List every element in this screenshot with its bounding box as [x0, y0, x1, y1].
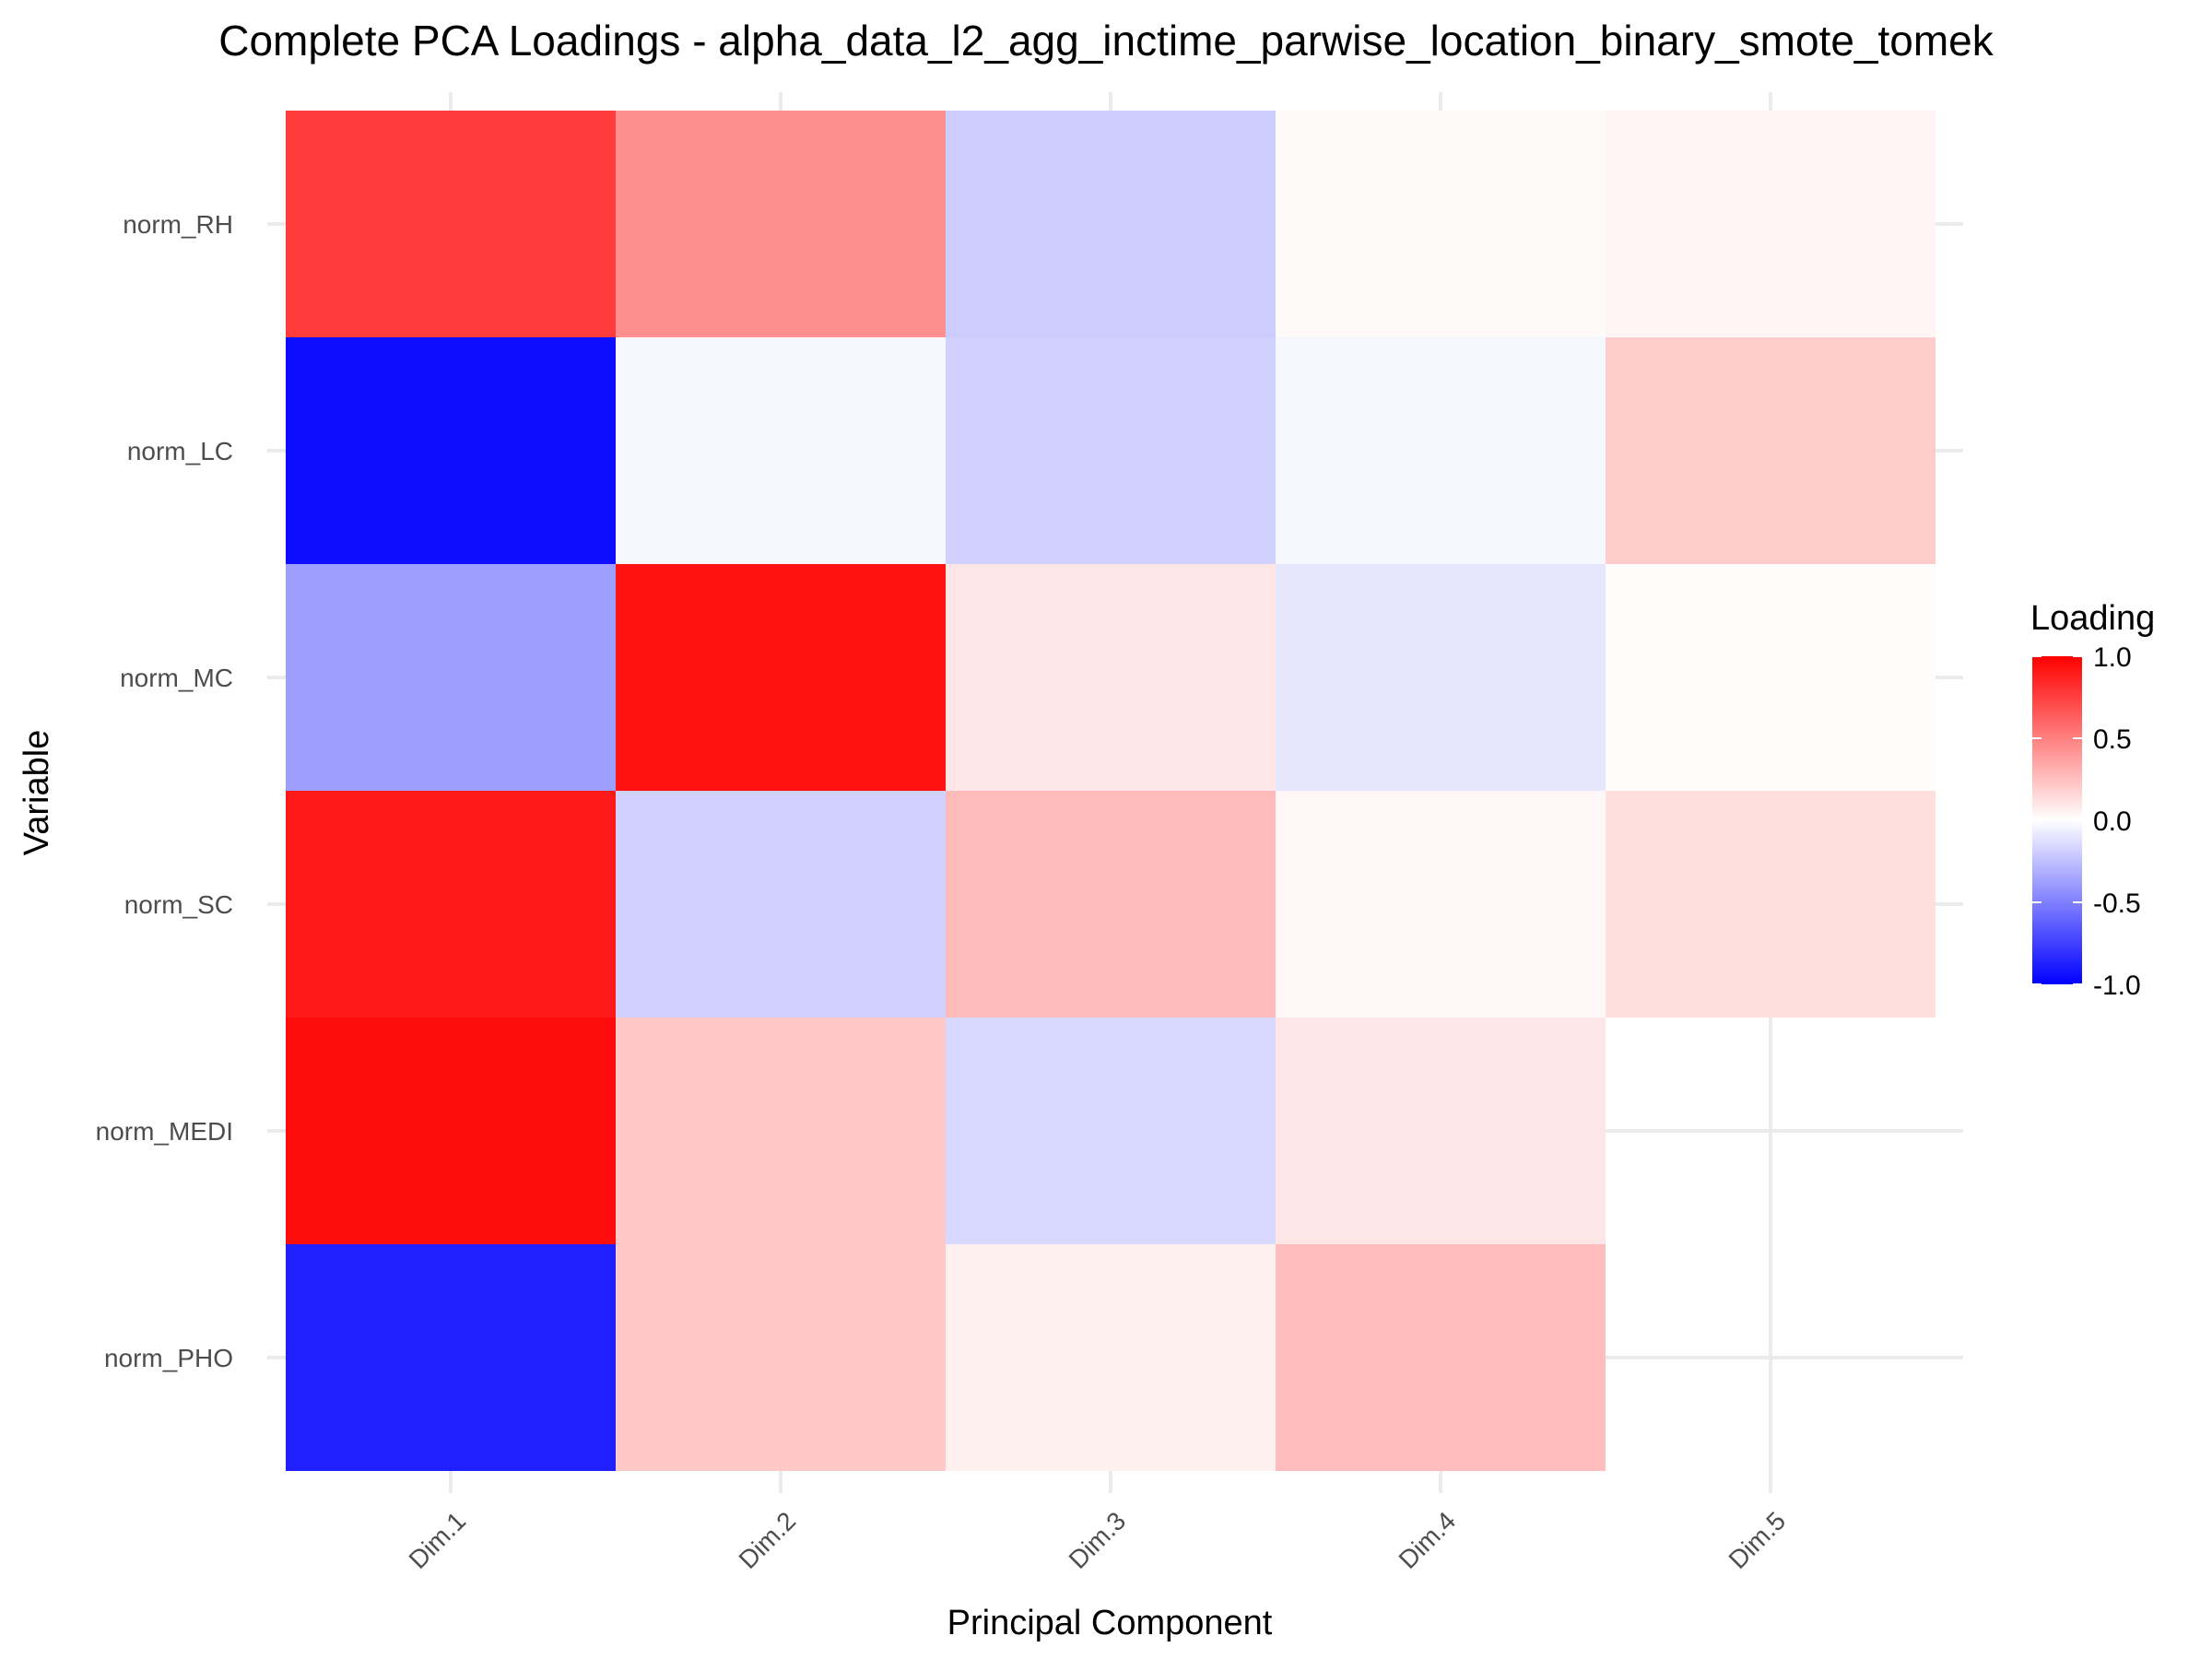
x-tick-label: Dim.5 — [1724, 1506, 1792, 1574]
heatmap-cell — [286, 1244, 616, 1471]
legend-tick-label: 1.0 — [2093, 642, 2132, 673]
x-axis-title: Principal Component — [947, 1604, 1273, 1642]
heatmap-cell — [286, 1018, 616, 1244]
y-tick-label: norm_LC — [127, 437, 233, 465]
heatmap-cell — [1606, 791, 1936, 1018]
y-tick-label: norm_MC — [120, 664, 233, 692]
y-axis-title: Variable — [18, 730, 56, 856]
x-tick-label: Dim.1 — [404, 1506, 472, 1574]
heatmap-cell — [616, 791, 946, 1018]
heatmap-cell — [286, 564, 616, 791]
x-tick-label: Dim.2 — [734, 1506, 802, 1574]
heatmap-cell — [616, 111, 946, 337]
heatmap-cell — [286, 337, 616, 564]
legend-tick-label: -0.5 — [2093, 888, 2141, 919]
heatmap-cell — [286, 791, 616, 1018]
heatmap-cell — [286, 111, 616, 337]
heatmap-cell — [946, 564, 1276, 791]
heatmap-cell — [616, 337, 946, 564]
heatmap-cell — [616, 1018, 946, 1244]
heatmap-cell — [1606, 337, 1936, 564]
x-axis-ticks: Dim.1 Dim.2 Dim.3 Dim.4 Dim.5 — [404, 1506, 1792, 1574]
x-tick-label: Dim.4 — [1394, 1506, 1462, 1574]
heatmap-cell — [616, 1244, 946, 1471]
heatmap-cell — [1276, 111, 1606, 337]
legend-tick-label: 0.5 — [2093, 724, 2132, 755]
heatmap-cell — [946, 1018, 1276, 1244]
heatmap-cell — [1276, 1244, 1606, 1471]
heatmap-cell — [1276, 1018, 1606, 1244]
heatmap-cells — [286, 111, 1936, 1471]
heatmap-cell — [946, 791, 1276, 1018]
legend-ticks: 1.0 0.5 0.0 -0.5 -1.0 — [2032, 642, 2141, 1001]
heatmap-cell — [1606, 111, 1936, 337]
y-axis-ticks: norm_RH norm_LC norm_MC norm_SC norm_MEDInor… — [96, 210, 233, 1372]
x-tick-label: Dim.3 — [1064, 1506, 1132, 1574]
heatmap-cell — [616, 564, 946, 791]
heatmap-cell — [946, 337, 1276, 564]
heatmap-cell — [1276, 337, 1606, 564]
legend-tick-label: 0.0 — [2093, 806, 2132, 837]
y-tick-label: norm_PHO — [104, 1344, 233, 1372]
y-tick-label: norm_RH — [123, 210, 233, 239]
heatmap-cell — [1606, 564, 1936, 791]
y-tick-label: norm_SC — [124, 890, 233, 919]
chart-title: Complete PCA Loadings - alpha_data_l2_ag… — [218, 17, 1994, 65]
legend-tick-label: -1.0 — [2093, 971, 2141, 1001]
legend: Loading 1.0 0.5 0.0 -0.5 -1.0 — [2030, 599, 2155, 1001]
heatmap-cell — [946, 1244, 1276, 1471]
heatmap-cell — [1276, 564, 1606, 791]
heatmap-cell — [1276, 791, 1606, 1018]
heatmap-cell — [946, 111, 1276, 337]
y-tick-label: norm_MEDI — [96, 1117, 233, 1146]
legend-title: Loading — [2030, 599, 2155, 638]
